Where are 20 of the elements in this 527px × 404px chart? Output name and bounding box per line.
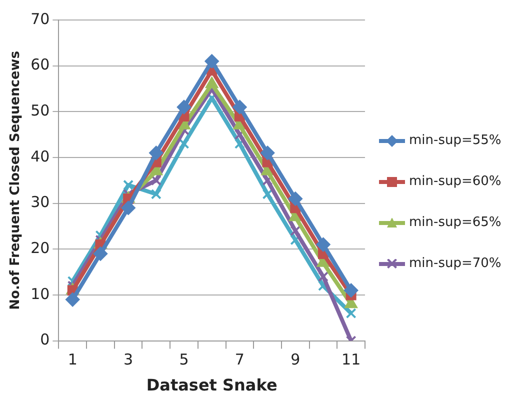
- x-axis-title: Dataset Snake: [146, 376, 278, 395]
- y-tick-label: 50: [30, 102, 50, 120]
- y-tick-label: 20: [30, 239, 50, 258]
- x-tick-label: 7: [234, 350, 244, 369]
- y-tick-label: 0: [40, 330, 50, 349]
- y-tick-label: 70: [30, 10, 50, 28]
- y-tick-label: 30: [30, 193, 50, 212]
- x-tick-label: 11: [342, 350, 361, 369]
- y-tick-label: 10: [30, 284, 50, 303]
- y-tick-label: 60: [30, 56, 50, 74]
- x-tick-label: 3: [124, 350, 134, 369]
- y-tick-label: 40: [30, 147, 50, 166]
- x-tick-label: 1: [68, 350, 78, 369]
- x-tick-label: 9: [290, 350, 300, 369]
- legend-label: min-sup=60%: [409, 174, 502, 189]
- y-axis-title: No.of Frequent Closed Sequencews: [8, 50, 24, 310]
- legend-label: min-sup=65%: [409, 215, 502, 230]
- legend-label: min-sup=70%: [409, 256, 502, 271]
- x-tick-label: 5: [179, 350, 189, 369]
- legend-label: min-sup=55%: [409, 133, 502, 148]
